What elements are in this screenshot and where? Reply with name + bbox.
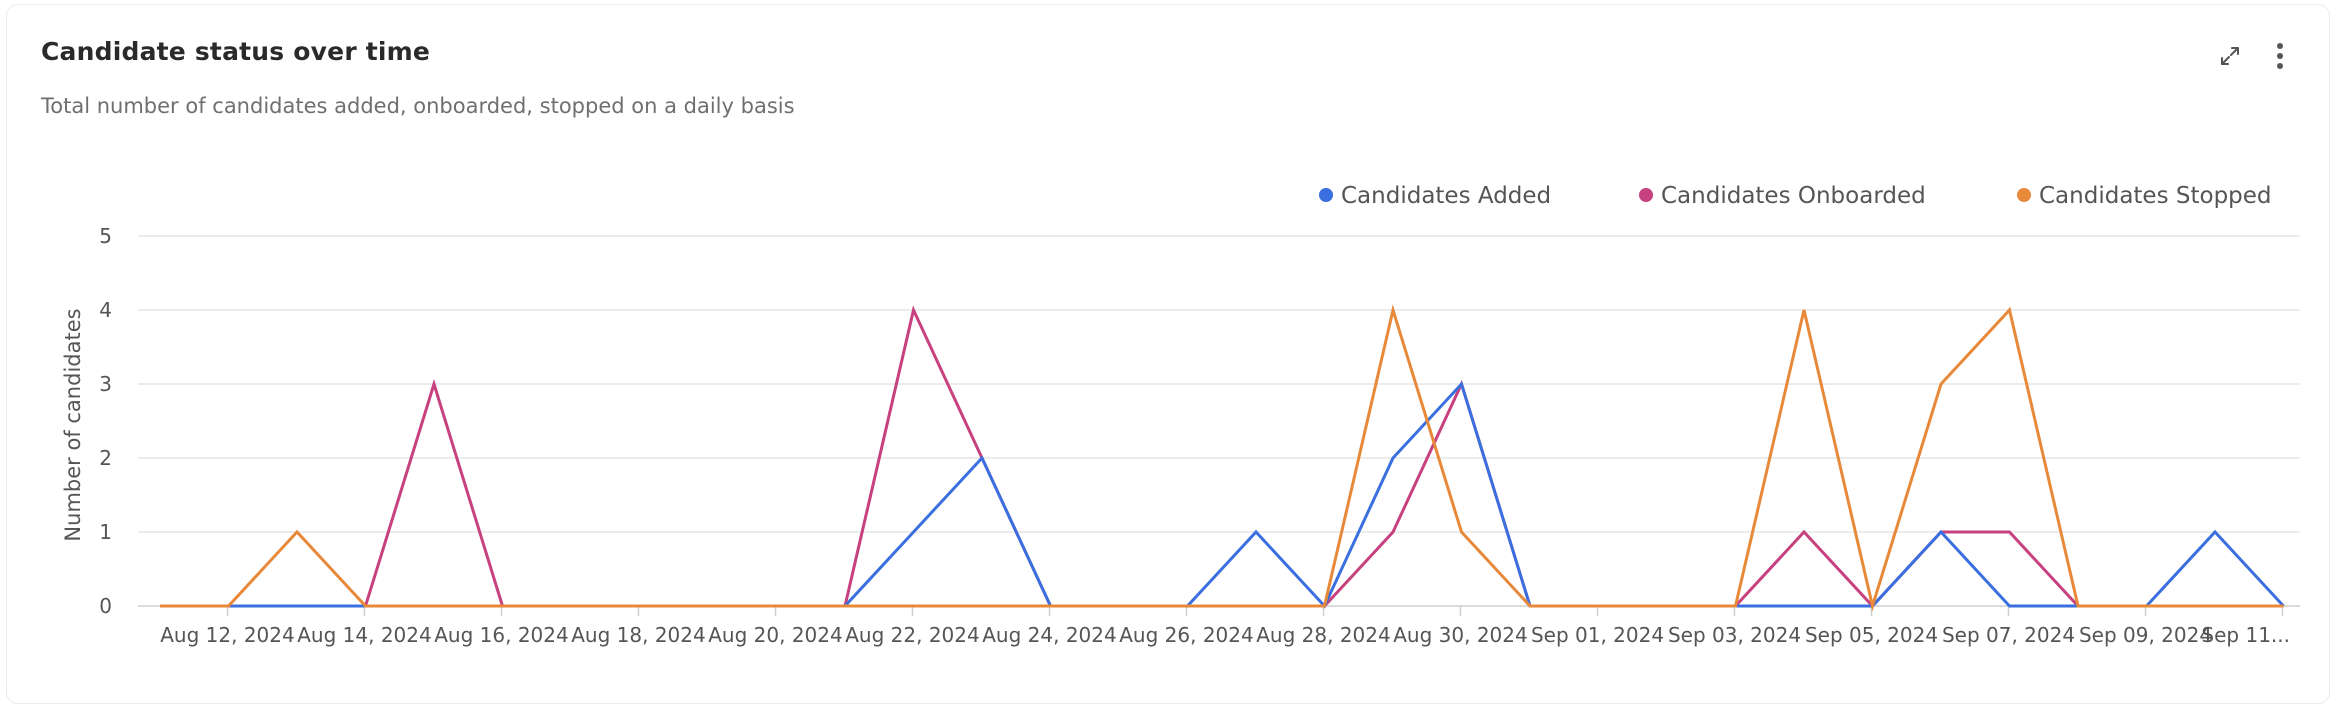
card-actions <box>2215 41 2295 71</box>
y-tick-label: 4 <box>99 298 112 322</box>
y-tick-label: 1 <box>99 520 112 544</box>
more-vertical-icon[interactable] <box>2265 41 2295 71</box>
legend-label[interactable]: Candidates Stopped <box>2039 183 2272 209</box>
x-tick-label: Aug 14, 2024 <box>297 623 431 647</box>
expand-icon[interactable] <box>2215 41 2245 71</box>
legend-marker[interactable] <box>1639 188 1653 202</box>
series-line-candidates-added <box>160 381 2285 609</box>
x-tick-label: Aug 28, 2024 <box>1256 623 1390 647</box>
chart-card: Candidate status over time Total number … <box>6 4 2330 704</box>
x-tick-label: Aug 16, 2024 <box>434 623 568 647</box>
x-tick-label: Aug 24, 2024 <box>982 623 1116 647</box>
x-tick-label: Aug 20, 2024 <box>708 623 842 647</box>
x-tick-label: Sep 01, 2024 <box>1531 623 1664 647</box>
x-tick-label: Aug 26, 2024 <box>1119 623 1253 647</box>
legend-label[interactable]: Candidates Onboarded <box>1661 183 1926 209</box>
y-tick-label: 5 <box>99 224 112 248</box>
x-tick-label: Aug 18, 2024 <box>571 623 705 647</box>
y-axis-label: Number of candidates <box>61 308 85 541</box>
legend-marker[interactable] <box>1319 188 1333 202</box>
x-tick-label: Sep 03, 2024 <box>1668 623 1801 647</box>
x-tick-label: Aug 30, 2024 <box>1393 623 1527 647</box>
y-tick-label: 0 <box>99 594 112 618</box>
legend-label[interactable]: Candidates Added <box>1341 183 1551 209</box>
x-tick-label: Sep 11... <box>2201 623 2290 647</box>
y-tick-label: 3 <box>99 372 112 396</box>
series-line-candidates-stopped <box>160 304 2284 612</box>
x-tick-label: Sep 05, 2024 <box>1805 623 1938 647</box>
x-tick-label: Aug 22, 2024 <box>845 623 979 647</box>
legend-marker[interactable] <box>2017 188 2031 202</box>
card-title: Candidate status over time <box>41 37 431 66</box>
x-tick-label: Aug 12, 2024 <box>160 623 294 647</box>
card-subtitle: Total number of candidates added, onboar… <box>41 94 795 118</box>
x-tick-label: Sep 09, 2024 <box>2079 623 2212 647</box>
y-tick-label: 2 <box>99 446 112 470</box>
x-tick-label: Sep 07, 2024 <box>1942 623 2075 647</box>
